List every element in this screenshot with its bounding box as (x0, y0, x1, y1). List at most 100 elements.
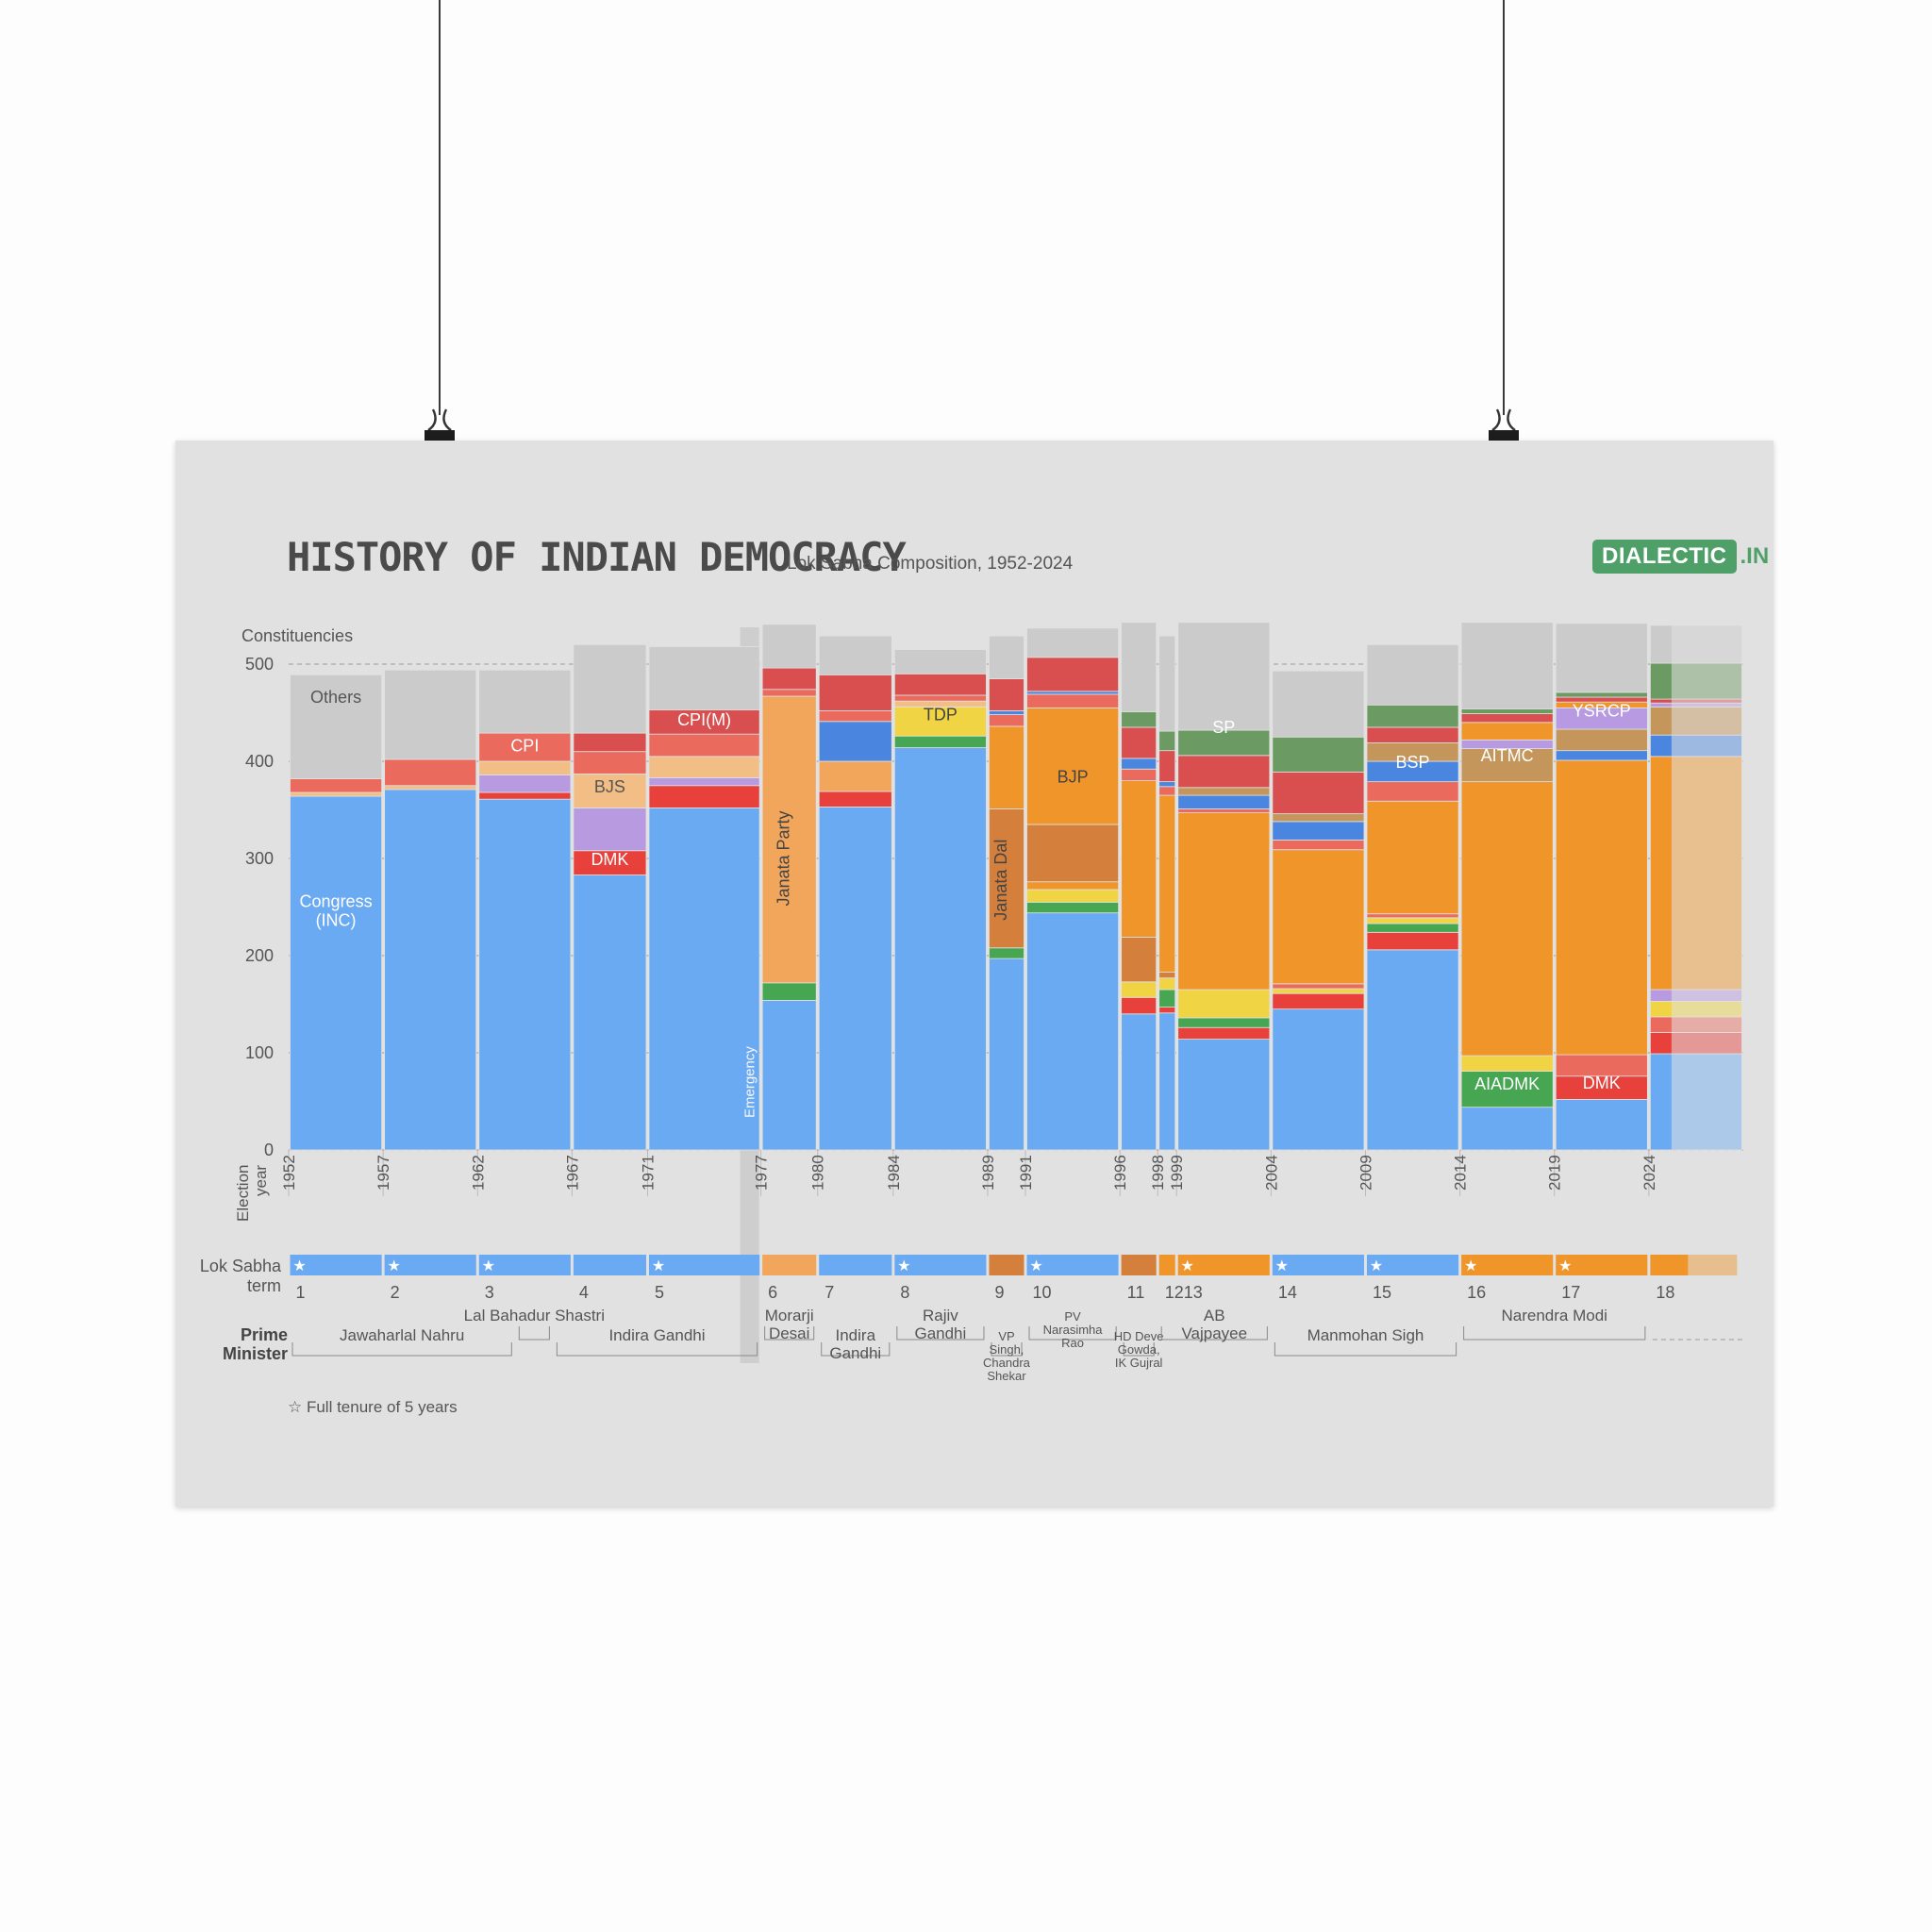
y-tick-label: 500 (245, 655, 274, 674)
full-tenure-star-icon: ★ (1558, 1258, 1572, 1274)
bar-segment-cpim (1121, 726, 1158, 759)
bar-segment-sp (1121, 711, 1158, 728)
bar-segment-sp (1158, 730, 1176, 752)
term-bar (1556, 1255, 1648, 1275)
bar-segment-inc (893, 747, 987, 1151)
bar-segment-inc (1121, 1013, 1158, 1151)
x-axis-label: year (252, 1165, 270, 1196)
bar-segment-cpim (1366, 726, 1459, 743)
bar-segment-cpi (1366, 781, 1459, 802)
bar-segment-bjp (1460, 781, 1554, 1057)
bar-segment-jd (1026, 824, 1120, 883)
bar-segment-inc (1026, 912, 1120, 1151)
bar-segment-bsp (1158, 781, 1176, 788)
term-number: 8 (900, 1283, 909, 1302)
party-label: (INC) (316, 911, 357, 930)
party-label: CPI(M) (677, 710, 731, 729)
party-label: Congress (300, 892, 373, 911)
pm-name: Manmohan Sigh (1307, 1326, 1424, 1344)
term-bar (1121, 1255, 1157, 1275)
bar-segment-inc (1555, 1099, 1648, 1151)
bar-segment-tdp (1121, 981, 1158, 998)
full-tenure-star-icon: ★ (1275, 1258, 1289, 1274)
pm-name: Shekar (987, 1369, 1026, 1383)
bar-segment-jd (1158, 972, 1176, 979)
party-label: YSRCP (1573, 702, 1631, 721)
term-bar (384, 1255, 476, 1275)
term-number: 9 (994, 1283, 1004, 1302)
term-bar (1461, 1255, 1554, 1275)
bar-segment-cpi (648, 733, 760, 758)
y-tick-label: 0 (264, 1141, 274, 1159)
bar-segment-inc (1366, 949, 1459, 1151)
pm-name: VP (998, 1329, 1014, 1343)
x-tick-label: 2009 (1357, 1155, 1374, 1191)
bar-segment-bjp (1121, 780, 1158, 938)
pm-name: Gandhi (829, 1344, 881, 1362)
term-bar (1272, 1255, 1364, 1275)
party-label: AIADMK (1474, 1074, 1540, 1093)
party-label: CPI (510, 737, 539, 756)
bar-segment-others (1026, 627, 1120, 658)
bar-segment-dmk (1121, 996, 1158, 1015)
hanging-wire-right (1503, 0, 1505, 415)
bar-segment-cpim (573, 732, 647, 753)
bar-segment-cpi (1177, 808, 1271, 813)
term-bar (894, 1255, 987, 1275)
bar-segment-cpim (761, 667, 817, 691)
term-bar (573, 1255, 646, 1275)
bar-segment-cpim (818, 674, 892, 711)
bar-segment-others (1460, 622, 1554, 709)
term-number: 16 (1467, 1283, 1486, 1302)
party-label: DMK (591, 850, 628, 869)
pm-bracket (764, 1326, 815, 1341)
bar-segment-others (1121, 622, 1158, 712)
party-label: Janata Party (774, 810, 793, 906)
x-tick-label: 1962 (469, 1155, 487, 1191)
bar-segment-jd (1121, 937, 1158, 983)
bar-segment-sp (1460, 708, 1554, 714)
term-number: 17 (1561, 1283, 1580, 1302)
pm-bracket (896, 1326, 985, 1341)
bar-segment-aiadmk (989, 947, 1024, 959)
term-number: 5 (655, 1283, 664, 1302)
full-tenure-star-icon: ★ (482, 1258, 495, 1274)
bar-segment-cpim (1158, 750, 1176, 783)
x-tick-label: 1971 (639, 1155, 657, 1191)
bar-segment-tdp (1460, 1055, 1554, 1072)
term-bar (762, 1255, 817, 1275)
term-bar (989, 1255, 1024, 1275)
bar-segment-bjp (1460, 722, 1554, 741)
y-tick-label: 400 (245, 752, 274, 771)
bar-segment-bjs (478, 760, 572, 775)
bar-segment-cpi (573, 751, 647, 774)
x-tick-label: 1980 (809, 1155, 827, 1191)
bar-segment-dmk (1366, 931, 1459, 951)
full-tenure-star-icon: ★ (1181, 1258, 1194, 1274)
full-tenure-star-icon: ★ (652, 1258, 665, 1274)
term-number: 15 (1373, 1283, 1391, 1302)
full-tenure-star-icon: ★ (1370, 1258, 1383, 1274)
bar-segment-others (573, 644, 647, 734)
pm-name: Rajiv (923, 1307, 958, 1324)
bar-segment-aiadmk (761, 982, 817, 1001)
bar-segment-cpim (893, 673, 987, 696)
bar-segment-bjs (573, 773, 647, 808)
bar-segment-aiadmk (1460, 1071, 1554, 1108)
bar-segment-bsp (818, 721, 892, 762)
x-tick-label: 2014 (1452, 1155, 1470, 1191)
full-tenure-star-icon: ★ (292, 1258, 306, 1274)
pm-bracket (556, 1342, 758, 1357)
x-tick-label: 1989 (979, 1155, 997, 1191)
pm-name: Gowda, (1118, 1342, 1160, 1357)
bar-segment-sp (1177, 729, 1271, 757)
x-tick-label: 1967 (563, 1155, 581, 1191)
bar-segment-inc (573, 874, 647, 1151)
term-bar (1650, 1255, 1689, 1275)
x-tick-label: 1999 (1168, 1155, 1186, 1191)
poster-subtitle: Lok Sabha Composition, 1952-2024 (787, 554, 1074, 574)
bar-segment-tdp (1158, 977, 1176, 991)
term-bar (290, 1255, 382, 1275)
bar-segment-bjp (1272, 849, 1365, 985)
